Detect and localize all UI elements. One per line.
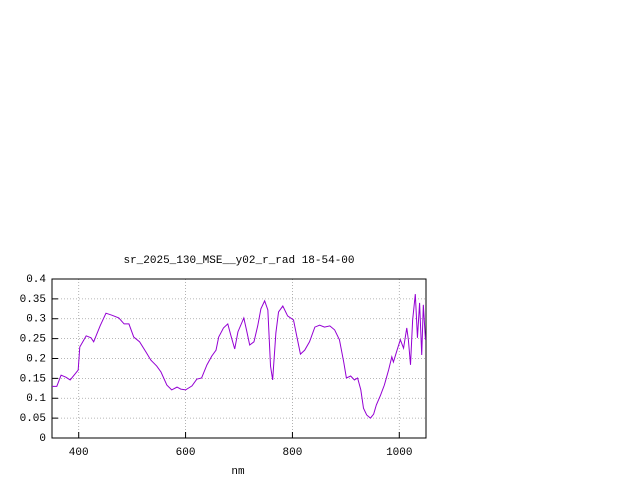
y-tick-label: 0.35 bbox=[20, 294, 46, 306]
y-tick-label: 0.4 bbox=[26, 274, 46, 286]
y-tick-label: 0 bbox=[39, 433, 46, 445]
x-tick-label: 600 bbox=[176, 447, 196, 459]
y-tick-label: 0.3 bbox=[26, 314, 46, 326]
x-tick-label: 400 bbox=[69, 447, 89, 459]
y-tick-label: 0.05 bbox=[20, 413, 46, 425]
y-tick-label: 0.15 bbox=[20, 373, 46, 385]
x-tick-label: 1000 bbox=[386, 447, 412, 459]
y-tick-label: 0.2 bbox=[26, 353, 46, 365]
x-axis-label: nm bbox=[231, 466, 245, 478]
data-line bbox=[52, 294, 426, 419]
y-tick-label: 0.25 bbox=[20, 334, 46, 346]
plot-border bbox=[51, 278, 427, 439]
x-tick-label: 800 bbox=[283, 447, 303, 459]
chart-title: sr_2025_130_MSE__y02_r_rad 18-54-00 bbox=[123, 255, 354, 267]
y-tick-label: 0.1 bbox=[26, 393, 46, 405]
